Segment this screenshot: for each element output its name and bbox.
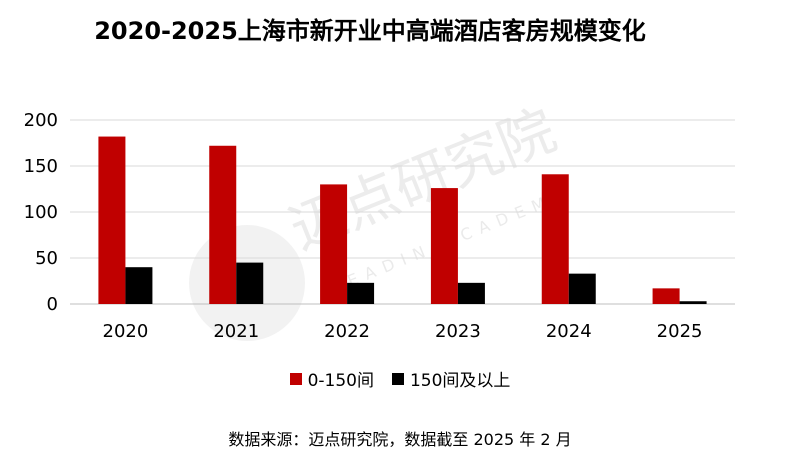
bar [457, 282, 485, 304]
bar [320, 184, 348, 304]
bar [98, 136, 126, 304]
bar [430, 188, 458, 304]
legend-item-150-plus: 150间及以上 [391, 366, 511, 391]
bar [347, 282, 375, 304]
bar [568, 273, 596, 304]
bar [679, 301, 707, 304]
source-note: 数据来源：迈点研究院，数据截至 2025 年 2 月 [228, 430, 572, 449]
x-tick-label: 2022 [324, 321, 370, 342]
legend-swatch-150-plus [391, 372, 404, 385]
x-tick-label: 2025 [657, 321, 703, 342]
x-tick-label: 2024 [546, 321, 592, 342]
bar [236, 262, 264, 304]
y-tick-label: 100 [24, 202, 58, 223]
x-tick-label: 2023 [435, 321, 481, 342]
legend-label-150-plus: 150间及以上 [409, 371, 511, 391]
bar [652, 288, 680, 304]
chart-title: 2020-2025上海市新开业中高端酒店客房规模变化 [94, 17, 646, 45]
legend-item-0-150: 0-150间 [289, 366, 374, 391]
x-tick-label: 2021 [213, 321, 259, 342]
legend-swatch-0-150 [289, 372, 302, 385]
y-tick-label: 0 [47, 294, 58, 315]
bar [125, 267, 153, 304]
y-tick-label: 150 [24, 156, 58, 177]
bar [541, 174, 569, 304]
x-tick-label: 2020 [103, 321, 149, 342]
y-tick-label: 50 [35, 248, 58, 269]
legend: 0-150间 150间及以上 [0, 366, 800, 391]
legend-label-0-150: 0-150间 [307, 371, 374, 391]
y-tick-label: 200 [24, 110, 58, 131]
bar [209, 145, 237, 304]
